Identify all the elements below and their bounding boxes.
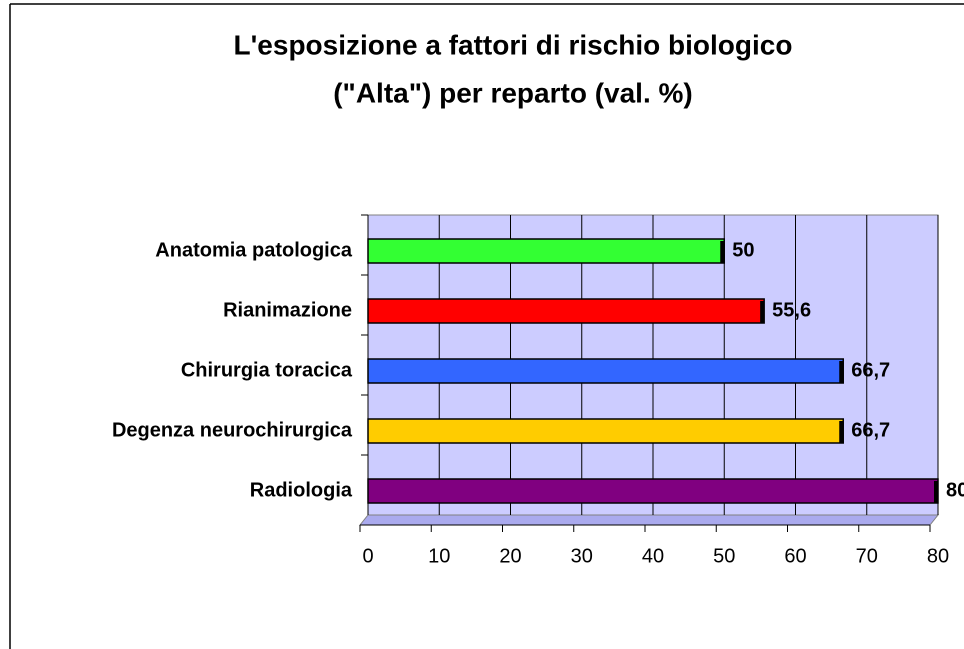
x-tick-label: 60 <box>784 545 806 567</box>
bar <box>367 298 765 324</box>
y-tick-label: Chirurgia toracica <box>181 359 353 381</box>
x-tick-label: 40 <box>642 545 664 567</box>
x-tick-label: 70 <box>856 545 878 567</box>
y-tick-label: Degenza neurochirurgica <box>112 419 353 441</box>
data-label: 66,7 <box>851 419 890 441</box>
plot-floor <box>358 514 940 526</box>
y-tick-label: Rianimazione <box>223 299 352 321</box>
x-tick-label: 30 <box>571 545 593 567</box>
chart-title: L'esposizione a fattori di rischio biolo… <box>234 29 793 60</box>
x-tick-label: 20 <box>499 545 521 567</box>
bar <box>367 238 725 264</box>
y-tick-label: Radiologia <box>250 479 353 501</box>
x-tick-label: 0 <box>362 545 373 567</box>
bar <box>367 358 844 384</box>
bar-side <box>720 241 725 263</box>
bar-side <box>760 301 765 323</box>
x-tick-label: 50 <box>713 545 735 567</box>
data-label: 50 <box>732 239 754 261</box>
data-label: 66,7 <box>851 359 890 381</box>
y-tick-label: Anatomia patologica <box>155 239 353 261</box>
data-label: 80 <box>946 479 964 501</box>
data-label: 55,6 <box>772 299 811 321</box>
bar-side <box>934 481 938 503</box>
x-tick-label: 10 <box>428 545 450 567</box>
bar <box>367 418 844 444</box>
chart-title: ("Alta") per reparto (val. %) <box>333 77 693 108</box>
bar-side <box>839 421 844 443</box>
bar <box>367 478 939 504</box>
x-tick-label: 80 <box>927 545 949 567</box>
bar-side <box>839 361 844 383</box>
